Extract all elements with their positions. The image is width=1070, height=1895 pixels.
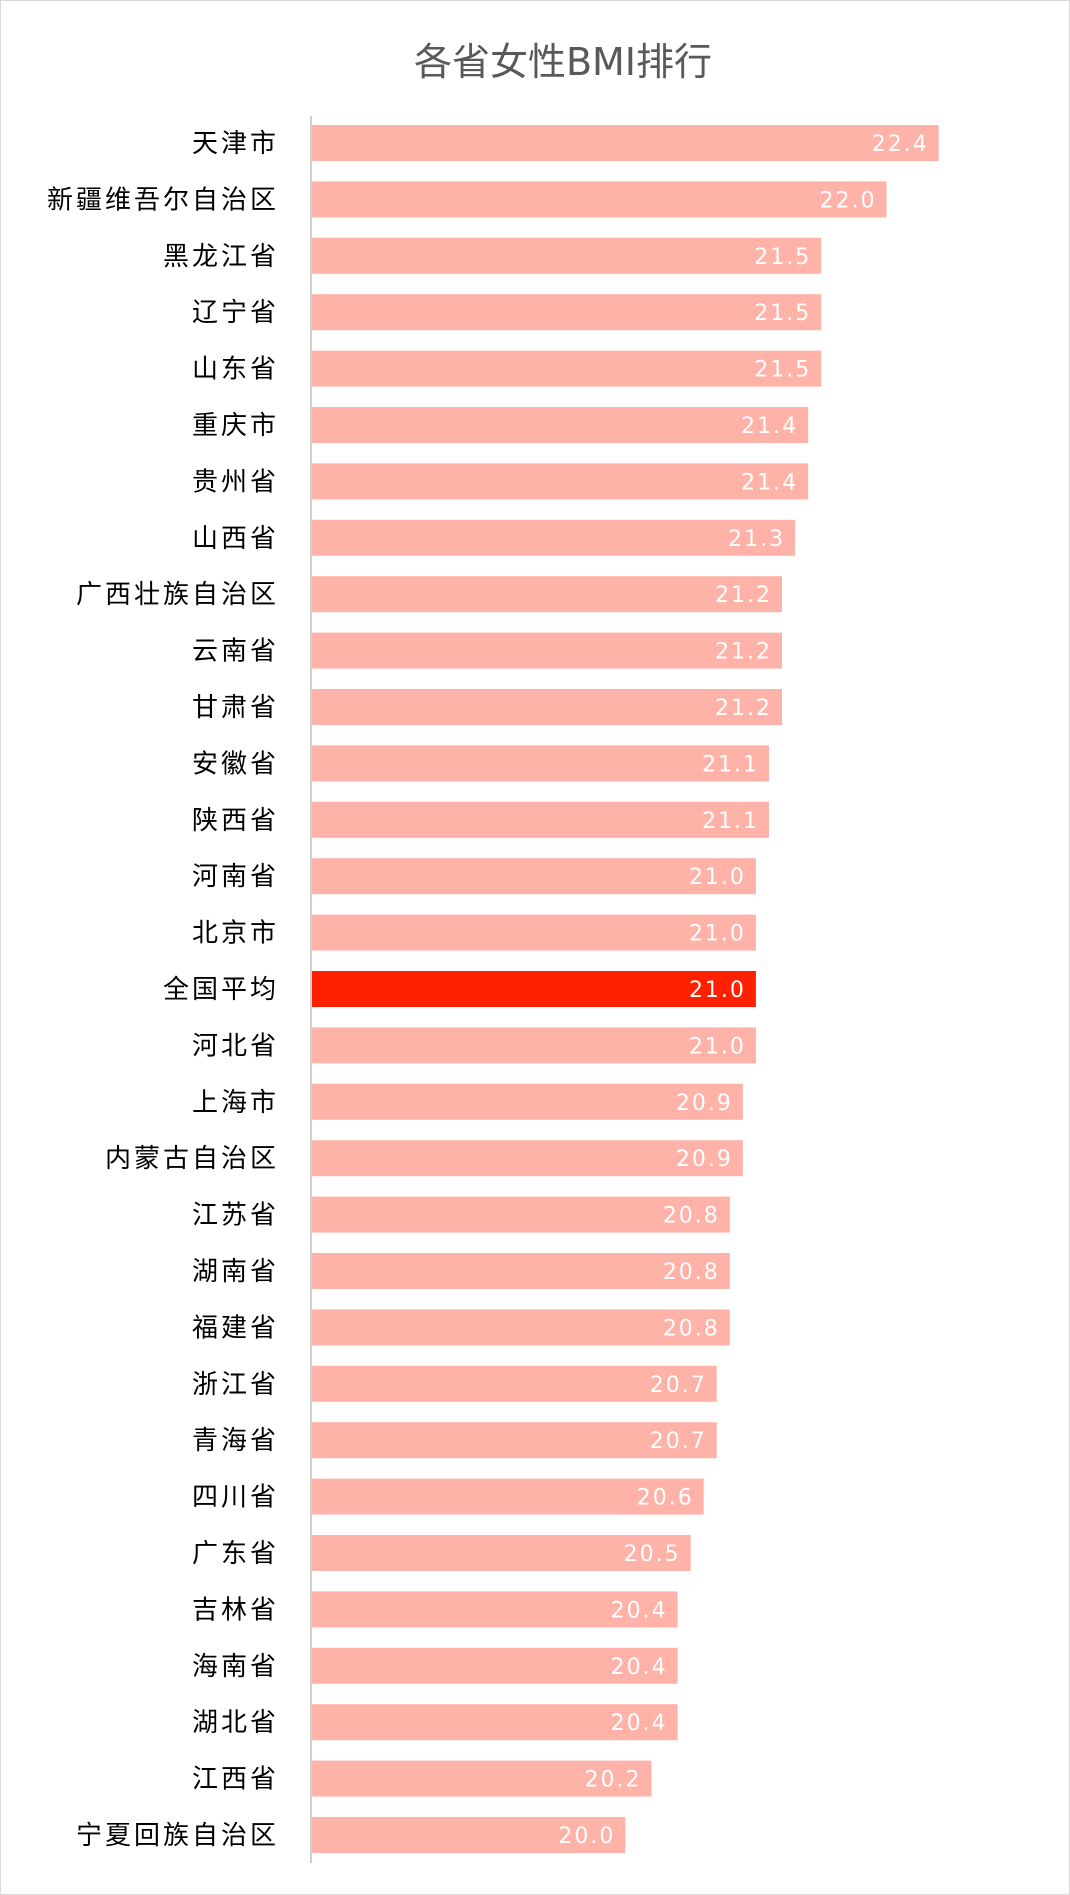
- category-label-22: 浙江省: [192, 1370, 279, 1400]
- bar-8: [312, 576, 783, 613]
- data-label-29: 20.2: [584, 1768, 641, 1793]
- data-label-20: 20.8: [663, 1260, 720, 1285]
- bar-19: [312, 1196, 730, 1233]
- category-label-7: 山西省: [192, 524, 279, 554]
- bar-13: [312, 858, 756, 895]
- category-label-5: 重庆市: [192, 411, 279, 441]
- bar-0: [312, 125, 939, 161]
- data-label-13: 21.0: [689, 865, 746, 890]
- category-label-6: 贵州省: [192, 467, 279, 497]
- data-label-4: 21.5: [754, 358, 811, 383]
- data-label-2: 21.5: [754, 245, 811, 270]
- chart-title: 各省女性BMI排行: [414, 40, 712, 84]
- bar-16: [312, 1027, 756, 1064]
- bar-28: [312, 1704, 678, 1741]
- data-label-22: 20.7: [650, 1373, 707, 1398]
- bar-2: [312, 237, 822, 274]
- bar-24: [312, 1478, 704, 1515]
- data-label-16: 21.0: [689, 1034, 746, 1059]
- bar-4: [312, 350, 822, 387]
- data-label-19: 20.8: [663, 1204, 720, 1229]
- bar-27: [312, 1647, 678, 1684]
- data-label-15: 21.0: [689, 978, 746, 1003]
- bar-6: [312, 463, 809, 500]
- data-label-25: 20.5: [624, 1542, 681, 1567]
- category-label-8: 广西壮族自治区: [76, 580, 279, 610]
- bar-30: [312, 1817, 626, 1853]
- data-label-21: 20.8: [663, 1316, 720, 1341]
- data-label-23: 20.7: [650, 1429, 707, 1454]
- data-label-5: 21.4: [741, 414, 798, 439]
- category-label-24: 四川省: [192, 1483, 279, 1513]
- category-label-30: 宁夏回族自治区: [76, 1821, 279, 1851]
- data-label-0: 22.4: [872, 132, 929, 157]
- data-label-26: 20.4: [611, 1598, 668, 1623]
- category-label-19: 江苏省: [192, 1201, 279, 1231]
- category-label-9: 云南省: [192, 637, 279, 667]
- bar-26: [312, 1591, 678, 1628]
- bar-group: 天津市 22.4 新疆维吾尔自治区 22.0 黑龙江省 21.5 辽宁省 21.5 山东省 21.…: [47, 125, 939, 1853]
- category-label-18: 内蒙古自治区: [105, 1144, 279, 1174]
- bar-22: [312, 1365, 717, 1402]
- category-label-11: 安徽省: [192, 749, 279, 779]
- category-label-28: 湖北省: [192, 1708, 279, 1738]
- bar-20: [312, 1253, 730, 1289]
- data-label-9: 21.2: [715, 640, 772, 665]
- category-label-14: 北京市: [192, 919, 279, 949]
- bar-7: [312, 519, 796, 556]
- data-label-12: 21.1: [702, 809, 759, 834]
- data-label-3: 21.5: [754, 301, 811, 326]
- category-label-3: 辽宁省: [192, 298, 279, 328]
- category-label-10: 甘肃省: [192, 693, 279, 723]
- category-label-25: 广东省: [192, 1539, 279, 1569]
- bar-9: [312, 632, 783, 669]
- data-label-18: 20.9: [676, 1147, 733, 1172]
- bar-14: [312, 914, 756, 951]
- category-label-2: 黑龙江省: [163, 242, 279, 272]
- bar-15: [312, 971, 756, 1007]
- category-label-20: 湖南省: [192, 1257, 279, 1287]
- data-label-8: 21.2: [715, 583, 772, 608]
- data-label-10: 21.2: [715, 696, 772, 721]
- category-label-15: 全国平均: [163, 975, 279, 1005]
- data-label-27: 20.4: [611, 1655, 668, 1680]
- category-label-16: 河北省: [192, 1031, 279, 1061]
- data-label-17: 20.9: [676, 1091, 733, 1116]
- bar-5: [312, 407, 809, 443]
- bar-12: [312, 801, 769, 838]
- bar-11: [312, 745, 769, 782]
- category-label-27: 海南省: [192, 1652, 279, 1682]
- bar-18: [312, 1140, 743, 1177]
- data-label-7: 21.3: [728, 527, 785, 552]
- data-label-28: 20.4: [611, 1711, 668, 1736]
- bar-17: [312, 1083, 743, 1120]
- data-label-1: 22.0: [820, 188, 877, 213]
- category-label-26: 吉林省: [192, 1595, 279, 1625]
- bar-1: [312, 181, 887, 218]
- category-label-0: 天津市: [192, 129, 279, 159]
- category-label-21: 福建省: [192, 1313, 279, 1343]
- data-label-14: 21.0: [689, 922, 746, 947]
- bar-25: [312, 1535, 691, 1571]
- category-label-29: 江西省: [192, 1765, 279, 1795]
- data-label-24: 20.6: [637, 1486, 694, 1511]
- bar-21: [312, 1309, 730, 1346]
- bar-3: [312, 294, 822, 331]
- category-label-23: 青海省: [192, 1426, 279, 1456]
- data-label-6: 21.4: [741, 470, 798, 495]
- category-label-13: 河南省: [192, 862, 279, 892]
- data-label-11: 21.1: [702, 752, 759, 777]
- data-label-30: 20.0: [558, 1824, 615, 1849]
- category-label-4: 山东省: [192, 355, 279, 385]
- bar-10: [312, 689, 783, 725]
- bar-23: [312, 1422, 717, 1459]
- category-label-1: 新疆维吾尔自治区: [47, 185, 279, 215]
- bar-29: [312, 1760, 652, 1797]
- category-label-17: 上海市: [192, 1088, 279, 1118]
- category-label-12: 陕西省: [192, 806, 279, 836]
